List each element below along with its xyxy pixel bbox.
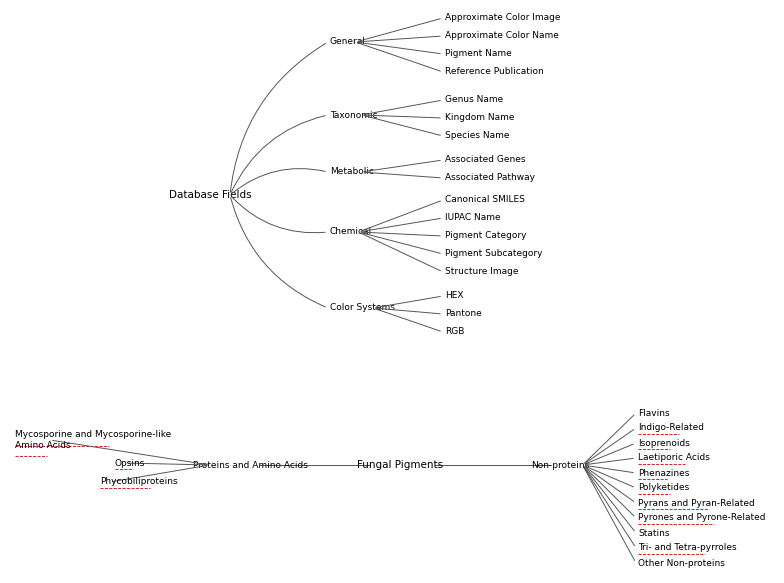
Text: Chemical: Chemical [330, 227, 372, 237]
Text: Laetiporic Acids: Laetiporic Acids [638, 454, 710, 462]
Text: Associated Pathway: Associated Pathway [445, 174, 535, 182]
Text: Database Fields: Database Fields [169, 190, 252, 200]
Text: Other Non-proteins: Other Non-proteins [638, 559, 725, 567]
Text: HEX: HEX [445, 292, 463, 300]
Text: Canonical SMILES: Canonical SMILES [445, 195, 524, 205]
Text: Pyrans and Pyran-Related: Pyrans and Pyran-Related [638, 498, 755, 507]
Text: RGB: RGB [445, 328, 464, 336]
Text: Pyrones and Pyrone-Related: Pyrones and Pyrone-Related [638, 514, 765, 522]
Text: Statins: Statins [638, 529, 670, 538]
Text: Mycosporine and Mycosporine-like
Amino Acids: Mycosporine and Mycosporine-like Amino A… [15, 430, 171, 450]
Text: Associated Genes: Associated Genes [445, 156, 525, 164]
Text: Pantone: Pantone [445, 310, 481, 318]
Text: Metabolic: Metabolic [330, 167, 374, 177]
Text: Pigment Subcategory: Pigment Subcategory [445, 250, 543, 258]
Text: Color Systems: Color Systems [330, 304, 395, 312]
Text: General: General [330, 37, 366, 47]
Text: Approximate Color Name: Approximate Color Name [445, 31, 559, 40]
Text: Phycobiliproteins: Phycobiliproteins [100, 477, 178, 486]
Text: Proteins and Amino Acids: Proteins and Amino Acids [193, 461, 307, 469]
Text: Pigment Name: Pigment Name [445, 50, 512, 58]
Text: Polyketides: Polyketides [638, 483, 689, 493]
Text: Opsins: Opsins [115, 458, 145, 468]
Text: Genus Name: Genus Name [445, 96, 503, 104]
Text: Fungal Pigments: Fungal Pigments [357, 460, 443, 470]
Text: Indigo-Related: Indigo-Related [638, 423, 704, 433]
Text: Taxonomic: Taxonomic [330, 111, 378, 120]
Text: Structure Image: Structure Image [445, 268, 518, 276]
Text: Species Name: Species Name [445, 132, 510, 141]
Text: Approximate Color Image: Approximate Color Image [445, 13, 561, 23]
Text: Tri- and Tetra-pyrroles: Tri- and Tetra-pyrroles [638, 543, 737, 553]
Text: Reference Publication: Reference Publication [445, 68, 544, 76]
Text: Phenazines: Phenazines [638, 469, 689, 477]
Text: Pigment Category: Pigment Category [445, 231, 527, 241]
Text: Flavins: Flavins [638, 409, 670, 417]
Text: Isoprenoids: Isoprenoids [638, 438, 690, 448]
Text: Kingdom Name: Kingdom Name [445, 114, 514, 122]
Text: Non-proteins: Non-proteins [531, 461, 589, 469]
Text: IUPAC Name: IUPAC Name [445, 213, 501, 223]
